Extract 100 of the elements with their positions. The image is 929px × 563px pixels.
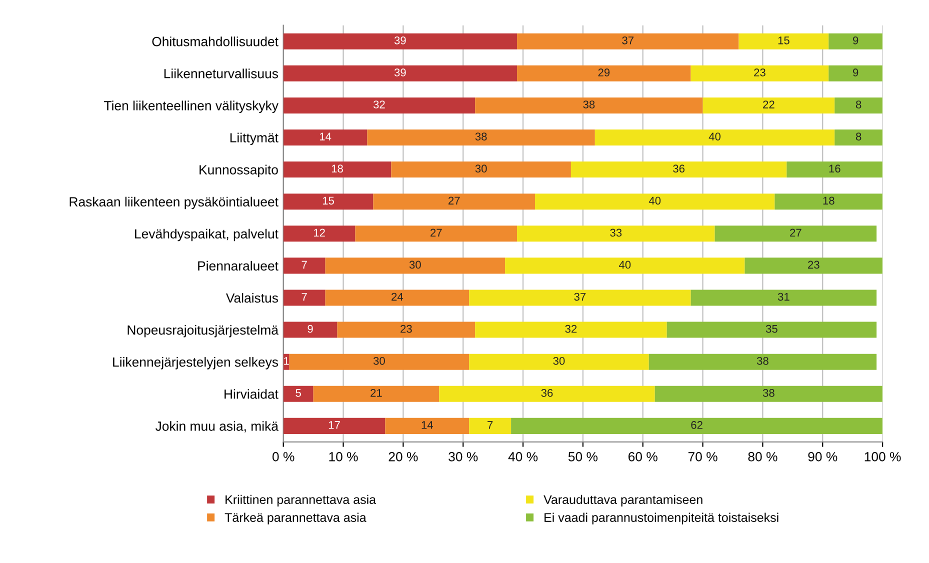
data-label: 15 (778, 36, 790, 44)
y-tick-label: Jokin muu asia, mikä (156, 421, 278, 432)
bar (828, 65, 883, 82)
y-tick-label: Nopeusrajoitusjärjestelmä (128, 325, 278, 338)
bar (834, 129, 883, 146)
bar (469, 290, 691, 306)
data-label: 32 (565, 324, 577, 333)
bar (511, 418, 883, 434)
bar (439, 386, 655, 402)
bar (517, 226, 715, 242)
data-label: 40 (648, 196, 661, 205)
bar (469, 354, 649, 370)
x-tick-label: 20 % (388, 452, 418, 462)
bar (355, 226, 518, 242)
data-label: 62 (691, 421, 702, 429)
data-label: 38 (756, 356, 768, 365)
y-tick-label: Piennaralueet (198, 260, 278, 271)
bar (744, 258, 883, 274)
data-label: 38 (475, 132, 487, 140)
bar (289, 354, 470, 370)
bar (648, 354, 877, 370)
data-label: 9 (853, 68, 858, 76)
bar (774, 194, 883, 210)
x-tick-label: 30 % (448, 452, 478, 462)
legend-label: Varauduttava parantamiseen (544, 494, 702, 507)
bar (283, 322, 338, 338)
data-label: 30 (475, 164, 487, 173)
data-label: 37 (622, 36, 634, 44)
data-label: 18 (332, 164, 343, 173)
bar (283, 258, 326, 274)
bar (283, 418, 386, 434)
x-tick-label: 80 % (748, 452, 778, 462)
bar (385, 418, 470, 434)
y-tick-label: Liikenneturvallisuus (164, 68, 278, 78)
y-tick-label: Hirviaidat (224, 389, 278, 399)
y-tick-label: Tien liikenteellinen välityskyky (104, 100, 278, 113)
bar (475, 97, 703, 114)
bar (738, 33, 829, 50)
data-label: 9 (308, 324, 313, 333)
bar (654, 386, 883, 402)
y-tick-label: Ohitusmahdollisuudet (152, 36, 278, 46)
data-label: 38 (762, 389, 774, 397)
bar (786, 162, 883, 178)
data-label: 36 (541, 389, 553, 397)
data-label: 8 (856, 100, 862, 108)
y-tick-label: Levähdyspaikat, palvelut (135, 228, 278, 242)
data-label: 36 (673, 164, 685, 173)
y-tick-label: Liittymät (230, 132, 278, 146)
bar (283, 226, 356, 242)
data-label: 1 (284, 357, 289, 365)
data-label: 32 (373, 100, 385, 108)
bar (367, 129, 595, 146)
data-label: 29 (598, 68, 610, 76)
bar (313, 386, 440, 402)
legend-label: Tärkeä parannettava asia (224, 512, 366, 524)
bar (666, 322, 877, 338)
data-label: 31 (778, 292, 790, 301)
data-label: 30 (553, 356, 565, 365)
bar (283, 386, 314, 402)
y-tick-label: Kunnossapito (200, 164, 278, 178)
bar (702, 97, 835, 114)
data-label: 9 (853, 36, 858, 44)
data-label: 38 (583, 100, 595, 108)
bar (325, 290, 470, 306)
y-tick-label: Liikennejärjestelyjen selkeys (113, 357, 278, 370)
bar (283, 129, 368, 146)
legend-label: Ei vaadi parannustoimenpiteitä toistaiseksi (544, 512, 778, 524)
bar (469, 418, 512, 434)
data-label: 23 (400, 324, 412, 333)
bar (337, 322, 476, 338)
x-tick-label: 70 % (688, 452, 718, 462)
bar (570, 162, 787, 178)
bar (690, 65, 829, 82)
data-label: 21 (370, 389, 382, 397)
data-label: 39 (394, 68, 406, 76)
data-label: 30 (373, 356, 385, 365)
bar (535, 194, 775, 210)
bar (475, 322, 667, 338)
x-tick-label: 100 % (864, 452, 901, 462)
data-label: 7 (302, 292, 307, 301)
legend-label: Kriittinen parannettava asia (226, 494, 376, 507)
bar (834, 97, 883, 114)
data-label: 23 (754, 68, 766, 76)
x-tick-label: 0 % (272, 452, 294, 462)
x-tick-label: 10 % (329, 452, 358, 462)
data-label: 8 (856, 132, 862, 140)
data-label: 14 (422, 421, 434, 429)
data-label: 7 (302, 260, 307, 269)
data-label: 40 (708, 132, 721, 140)
x-tick-label: 40 % (508, 452, 538, 462)
bar (283, 33, 518, 50)
data-label: 37 (574, 292, 586, 301)
data-label: 14 (320, 132, 332, 140)
data-label: 27 (448, 196, 460, 204)
data-label: 35 (766, 324, 778, 333)
bar (283, 194, 374, 210)
data-label: 17 (328, 421, 340, 429)
bar (373, 194, 536, 210)
data-label: 24 (392, 292, 404, 301)
data-label: 16 (829, 164, 840, 173)
